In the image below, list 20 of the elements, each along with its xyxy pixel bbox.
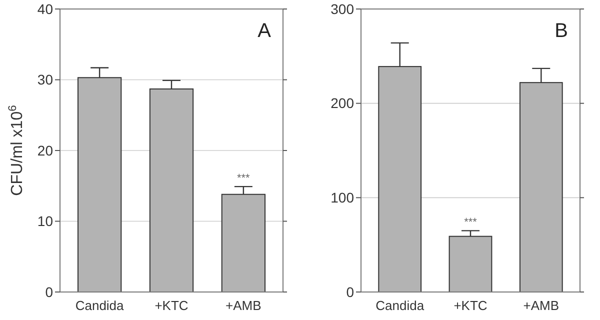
- y-tick-label: 100: [330, 190, 354, 206]
- x-tick-label: +AMB: [523, 298, 560, 313]
- annotation: B: [554, 20, 568, 42]
- annotation: ***: [237, 172, 251, 185]
- x-tick-label: +AMB: [226, 298, 262, 313]
- x-tick-label: +KTC: [454, 298, 488, 313]
- x-tick-label: +KTC: [154, 298, 188, 313]
- annotation: A: [258, 20, 272, 42]
- x-tick-label: Candida: [376, 298, 425, 313]
- y-tick-label: 20: [37, 142, 54, 158]
- y-tick-label: 0: [45, 284, 54, 300]
- y-tick-label: 300: [330, 0, 354, 17]
- bar: [448, 236, 492, 292]
- x-tick-label: Candida: [75, 298, 125, 313]
- y-tick-label: 0: [346, 284, 354, 300]
- y-tick-label: 10: [37, 213, 54, 230]
- y-tick-label: 40: [37, 0, 54, 17]
- annotation: ***: [464, 216, 478, 229]
- y-tick-label: 30: [37, 72, 54, 88]
- y-tick-label: 200: [330, 95, 354, 112]
